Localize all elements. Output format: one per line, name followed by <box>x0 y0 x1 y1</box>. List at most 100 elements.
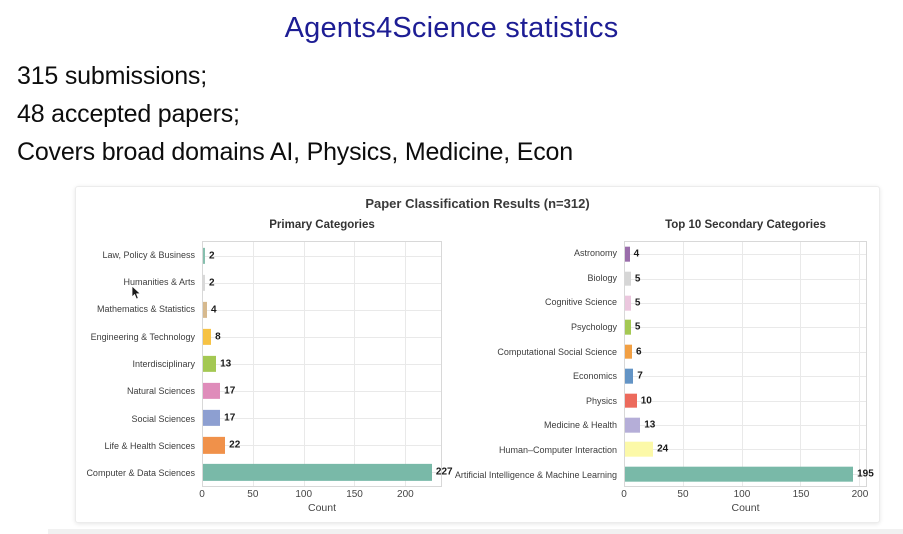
gridline-horizontal <box>625 351 866 353</box>
x-axis-ticks: 0 50 100 150 200 <box>199 489 442 502</box>
x-axis-tick: 200 <box>397 489 414 500</box>
bar <box>625 368 634 384</box>
x-axis-tick: 50 <box>247 489 259 500</box>
bar-value-label: 22 <box>229 439 241 451</box>
category-row: 13 <box>203 350 441 377</box>
category-row: 17 <box>203 378 441 405</box>
subplot-title-primary: Primary Categories <box>269 219 375 231</box>
bar <box>203 355 217 373</box>
summary-text: 315 submissions; 48 accepted papers; Cov… <box>17 57 573 171</box>
x-axis-ticks: 0 50 100 150 200 <box>621 489 869 502</box>
bar <box>625 344 633 360</box>
bar <box>203 437 226 454</box>
category-label: Economics <box>572 371 617 382</box>
bar-value-label: 17 <box>224 412 236 424</box>
gridline-horizontal <box>625 425 866 427</box>
bar <box>625 466 854 482</box>
bar <box>625 393 637 408</box>
summary-line-submissions: 315 submissions; <box>17 62 207 90</box>
subplot-secondary-categories: Top 10 Secondary Categories Astronomy Bio… <box>442 219 879 516</box>
bar-value-label: 5 <box>634 273 641 285</box>
gridline-horizontal <box>625 254 866 256</box>
x-axis-tick: 150 <box>346 489 363 500</box>
chart-title: Paper Classification Results (n=312) <box>365 196 590 211</box>
category-row: 7 <box>625 364 866 388</box>
category-label: Humanities & Arts <box>123 276 195 287</box>
gridline-horizontal <box>625 376 866 378</box>
chart-panel: Paper Classification Results (n=312) Pri… <box>75 186 880 523</box>
plot-area: 4 5 5 5 6 7 10 13 24 195 <box>624 241 874 487</box>
bar-value-label: 4 <box>211 304 217 316</box>
bar-value-label: 2 <box>209 250 215 262</box>
bar-value-label: 10 <box>640 395 652 407</box>
category-row: 2 <box>203 242 441 269</box>
bar <box>625 417 641 433</box>
summary-line-accepted: 48 accepted papers; <box>17 100 240 128</box>
category-row: 2 <box>203 269 441 296</box>
x-axis-tick: 100 <box>733 489 751 500</box>
category-label: Computational Social Science <box>497 346 617 357</box>
bar <box>203 382 221 400</box>
y-axis-labels: Law, Policy & Business Humanities & Arts M… <box>76 241 202 487</box>
category-label: Mathematics & Statistics <box>96 304 195 315</box>
x-axis-label: Count <box>731 502 760 514</box>
mouse-cursor-icon <box>131 285 142 300</box>
bar <box>203 464 432 481</box>
category-row: 5 <box>625 291 866 315</box>
x-axis-tick: 200 <box>851 489 869 500</box>
gridline-vertical <box>741 242 743 486</box>
y-axis-labels: Astronomy Biology Cognitive Science Psychol… <box>442 241 624 487</box>
subplot-primary-categories: Primary Categories Law, Policy & Busines… <box>76 219 453 516</box>
category-row: 6 <box>625 340 866 364</box>
bar-value-label: 7 <box>637 370 643 382</box>
next-slide-edge <box>48 529 903 534</box>
category-label: Life & Health Sciences <box>104 440 195 451</box>
bar-value-label: 8 <box>215 331 221 343</box>
gridline-horizontal <box>203 336 441 338</box>
gridline-horizontal <box>203 309 441 311</box>
bar <box>203 328 212 346</box>
category-label: Psychology <box>570 322 617 333</box>
category-row: 13 <box>625 413 866 437</box>
bar <box>625 320 631 335</box>
gridline-vertical <box>800 242 802 486</box>
bar-value-label: 24 <box>657 443 669 455</box>
category-row: 10 <box>625 388 866 412</box>
gridline-horizontal <box>625 400 866 402</box>
x-axis-tick: 50 <box>677 489 689 500</box>
category-label: Computer & Data Sciences <box>86 468 195 479</box>
x-axis-tick: 150 <box>792 489 810 500</box>
gridline-vertical <box>858 242 860 486</box>
category-label: Human–Computer Interaction <box>498 445 617 456</box>
bar-value-label: 5 <box>634 321 641 333</box>
plot-rows: 2 2 4 8 13 17 17 22 227 <box>203 242 453 486</box>
category-row: 227 <box>203 459 453 486</box>
category-row: 4 <box>203 296 441 323</box>
bar-value-label: 6 <box>636 346 642 358</box>
category-label: Social Sciences <box>131 413 195 424</box>
plot-rows: 4 5 5 5 6 7 10 13 24 195 <box>625 242 874 486</box>
bar <box>625 246 630 262</box>
gridline-horizontal <box>203 445 441 447</box>
bar-value-label: 13 <box>644 419 656 431</box>
bar <box>203 410 221 427</box>
category-label: Medicine & Health <box>543 420 617 431</box>
category-label: Interdisciplinary <box>132 358 195 369</box>
category-label: Artificial Intelligence & Machine Learni… <box>454 469 617 480</box>
gridline-horizontal <box>203 255 441 257</box>
gridline-horizontal <box>625 449 866 451</box>
gridline-horizontal <box>625 278 866 280</box>
category-label: Engineering & Technology <box>90 331 195 342</box>
x-axis-tick: 0 <box>621 489 627 500</box>
bar-value-label: 195 <box>857 468 874 480</box>
category-label: Cognitive Science <box>544 297 617 308</box>
bar-value-label: 17 <box>224 385 236 397</box>
bar <box>625 442 654 457</box>
bar-value-label: 5 <box>634 297 641 309</box>
gridline-horizontal <box>203 418 441 420</box>
gridline-horizontal <box>625 327 866 329</box>
plot-area: 2 2 4 8 13 17 17 22 227 <box>202 241 453 487</box>
category-label: Physics <box>585 395 617 406</box>
category-label: Biology <box>587 272 617 283</box>
category-label: Law, Policy & Business <box>102 249 195 260</box>
